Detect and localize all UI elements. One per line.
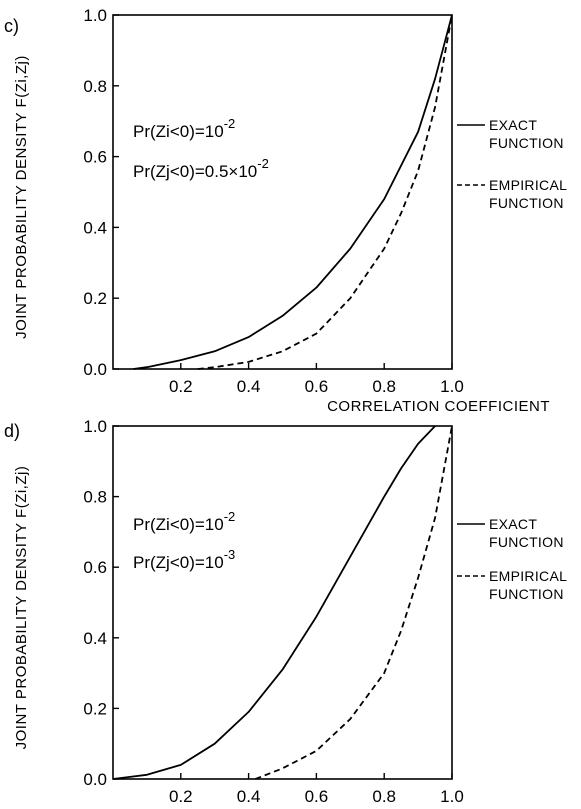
x-tick-label: 0.6 [305, 787, 329, 806]
plot-frame [112, 14, 453, 370]
y-tick-label: 1.0 [83, 6, 107, 25]
y-tick-label: 0.0 [83, 360, 107, 379]
legend-label: FUNCTION [489, 534, 564, 550]
empirical-function-line [197, 14, 453, 370]
y-tick-label: 0.2 [83, 289, 107, 308]
y-tick-label: 0.4 [83, 629, 107, 648]
y-tick-label: 0.4 [83, 218, 107, 237]
y-tick-label: 1.0 [83, 417, 107, 436]
exact-function-line [112, 425, 436, 780]
y-axis-label: JOINT PROBABILITY DENSITY F(Zi,Zj) [13, 55, 30, 339]
y-tick-label: 0.8 [83, 488, 107, 507]
y-tick-label: 0.6 [83, 148, 107, 167]
legend-label: EMPIRICAL [489, 177, 567, 193]
plot-frame [112, 425, 453, 780]
y-tick-label: 0.2 [83, 699, 107, 718]
y-tick-label: 0.8 [83, 77, 107, 96]
probability-annotation: Pr(Zj<0)=0.5×10-2 [133, 156, 269, 181]
x-tick-label: 0.6 [305, 377, 329, 396]
panel-label: c) [4, 16, 19, 36]
chart-panel-1: c) 0.0 0.2 0.4 0.6 0.8 1.0 0.2 0.4 0.6 0.8 1.0 CORRE… [4, 6, 567, 415]
x-tick-label: 0.2 [169, 787, 193, 806]
y-tick-label: 0.0 [83, 770, 107, 789]
chart-panel-2: d)0.00.20.40.60.81.00.20.40.60.81.0CORRE… [4, 417, 567, 809]
legend-label: FUNCTION [489, 135, 564, 151]
legend-label: FUNCTION [489, 586, 564, 602]
legend-label: EXACT [489, 117, 537, 133]
probability-annotation: Pr(Zj<0)=10-3 [133, 547, 235, 572]
x-tick-label: 0.2 [169, 377, 193, 396]
x-axis-label: CORRELATION COEFFICIENT [327, 398, 550, 415]
x-tick-label: 0.4 [237, 377, 261, 396]
x-tick-label: 0.8 [372, 787, 396, 806]
x-tick-label: 0.4 [237, 787, 261, 806]
x-tick-label: 1.0 [440, 787, 464, 806]
x-tick-label: 1.0 [440, 377, 464, 396]
legend-label: EXACT [489, 516, 537, 532]
y-axis-label: JOINT PROBABILITY DENSITY F(Zi,Zj) [13, 466, 30, 750]
probability-annotation: Pr(Zi<0)=10-2 [133, 116, 235, 141]
exact-function-line [133, 14, 453, 370]
panel-label: d) [4, 421, 20, 441]
x-tick-label: 0.8 [372, 377, 396, 396]
empirical-function-line [255, 425, 453, 780]
legend-label: EMPIRICAL [489, 568, 567, 584]
legend-label: FUNCTION [489, 195, 564, 211]
probability-annotation: Pr(Zi<0)=10-2 [133, 509, 235, 534]
y-tick-label: 0.6 [83, 558, 107, 577]
